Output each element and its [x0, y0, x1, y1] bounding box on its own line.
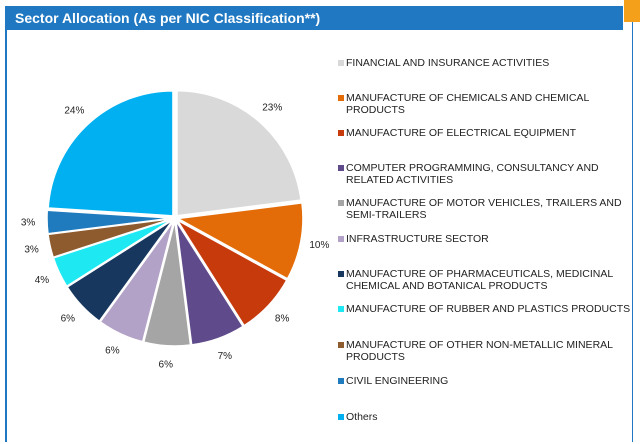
pie-slice — [47, 90, 174, 217]
data-label: 6% — [61, 313, 76, 324]
legend-label: INFRASTRUCTURE SECTOR — [346, 233, 489, 245]
data-label: 3% — [24, 245, 39, 256]
pie-slice — [46, 209, 173, 235]
legend-item: CIVIL ENGINEERING — [338, 375, 638, 387]
legend-item: MANUFACTURE OF ELECTRICAL EQUIPMENT — [338, 127, 638, 139]
legend-swatch — [338, 414, 344, 420]
legend-swatch — [338, 95, 344, 101]
legend-item: MANUFACTURE OF RUBBER AND PLASTICS PRODU… — [338, 303, 638, 315]
pie-slice — [176, 219, 288, 327]
corner-accent — [624, 0, 640, 22]
data-label: 7% — [218, 351, 233, 362]
legend-swatch — [338, 378, 344, 384]
legend-label: CIVIL ENGINEERING — [346, 375, 449, 387]
legend-swatch — [338, 60, 344, 66]
data-label: 23% — [262, 102, 282, 113]
legend-item: FINANCIAL AND INSURANCE ACTIVITIES — [338, 57, 638, 69]
legend-item: COMPUTER PROGRAMMING, CONSULTANCY AND RE… — [338, 162, 638, 186]
legend-swatch — [338, 165, 344, 171]
data-label: 8% — [275, 313, 290, 324]
pie-slice — [66, 219, 174, 323]
legend-label: Others — [346, 411, 378, 423]
header: Sector Allocation (As per NIC Classifica… — [5, 6, 623, 30]
legend-label: MANUFACTURE OF OTHER NON-METALLIC MINERA… — [346, 339, 613, 363]
data-label: 3% — [21, 217, 36, 228]
legend-label: FINANCIAL AND INSURANCE ACTIVITIES — [346, 57, 550, 69]
data-label: 6% — [105, 346, 120, 357]
legend-label: MANUFACTURE OF MOTOR VEHICLES, TRAILERS … — [346, 197, 622, 221]
pie-slice — [99, 220, 175, 343]
legend-label: MANUFACTURE OF RUBBER AND PLASTICS PRODU… — [346, 303, 631, 315]
legend-label: MANUFACTURE OF CHEMICALS AND CHEMICAL PR… — [346, 92, 589, 116]
data-label: 4% — [35, 275, 50, 286]
legend-item: MANUFACTURE OF CHEMICALS AND CHEMICAL PR… — [338, 92, 638, 116]
pie-slice — [142, 220, 192, 347]
legend-swatch — [338, 342, 344, 348]
legend-label: MANUFACTURE OF ELECTRICAL EQUIPMENT — [346, 127, 577, 139]
legend-swatch — [338, 236, 344, 242]
data-label: 24% — [64, 105, 84, 116]
legend-swatch — [338, 306, 344, 312]
pie-slice — [175, 220, 245, 346]
panel — [5, 6, 633, 442]
pie-slice — [175, 202, 304, 280]
data-label: 6% — [159, 359, 174, 370]
legend-swatch — [338, 130, 344, 136]
data-label: 10% — [309, 240, 329, 251]
legend-item: MANUFACTURE OF MOTOR VEHICLES, TRAILERS … — [338, 197, 638, 221]
legend-swatch — [338, 200, 344, 206]
legend-item: INFRASTRUCTURE SECTOR — [338, 233, 638, 245]
legend-item: MANUFACTURE OF OTHER NON-METALLIC MINERA… — [338, 339, 638, 363]
legend-swatch — [338, 271, 344, 277]
legend-item: MANUFACTURE OF PHARMACEUTICALS, MEDICINA… — [338, 268, 638, 292]
legend-label: MANUFACTURE OF PHARMACEUTICALS, MEDICINA… — [346, 268, 613, 292]
legend-label: COMPUTER PROGRAMMING, CONSULTANCY AND RE… — [346, 162, 599, 186]
pie-slice — [176, 89, 302, 217]
legend-item: Others — [338, 411, 638, 423]
